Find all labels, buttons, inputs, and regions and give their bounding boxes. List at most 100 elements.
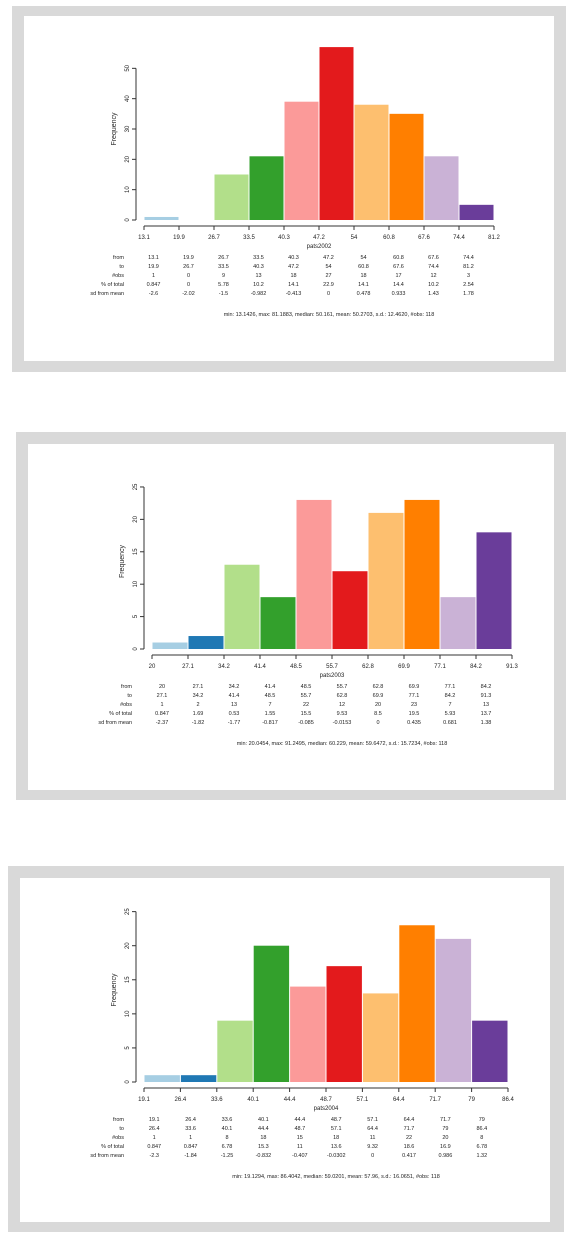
table-cell: 71.7 bbox=[440, 1117, 451, 1123]
y-tick-label: 20 bbox=[133, 515, 139, 522]
table-cell: 0 bbox=[371, 1153, 374, 1159]
histogram-bar bbox=[144, 1075, 180, 1082]
y-axis-label: Frequency bbox=[119, 544, 126, 578]
table-cell: 8 bbox=[480, 1135, 483, 1141]
table-cell: 1.38 bbox=[481, 720, 492, 726]
table-cell: -0.817 bbox=[262, 720, 278, 726]
table-cell: 15.3 bbox=[258, 1144, 269, 1150]
x-tick-label: 64.4 bbox=[393, 1097, 405, 1103]
table-cell: 0.435 bbox=[407, 720, 421, 726]
table-row-label: from bbox=[121, 684, 132, 690]
histogram-bar bbox=[476, 532, 512, 649]
table-cell: -2.6 bbox=[149, 291, 158, 297]
x-tick-label: 71.7 bbox=[429, 1097, 441, 1103]
chart-panel-2: 0 5 10 15 20 25 Frequency 20 27.1 34.2 41.4 48.5 55.… bbox=[16, 432, 566, 800]
table-cell: 15.5 bbox=[301, 711, 312, 717]
table-cell: 7 bbox=[268, 702, 271, 708]
table-cell: -0.0302 bbox=[327, 1153, 346, 1159]
table-cell: 79 bbox=[479, 1117, 485, 1123]
table-cell: 86.4 bbox=[476, 1126, 487, 1132]
table-row-label: to bbox=[119, 264, 124, 270]
table-cell: 19.5 bbox=[409, 711, 420, 717]
table-cell: 44.4 bbox=[258, 1126, 269, 1132]
table-cell: 0.53 bbox=[229, 711, 240, 717]
table-cell: 22.9 bbox=[323, 282, 334, 288]
table-cell: 6.78 bbox=[222, 1144, 233, 1150]
table-cell: 84.2 bbox=[481, 684, 492, 690]
table-row-label: sd from mean bbox=[98, 720, 132, 726]
table-cell: 0.847 bbox=[184, 1144, 198, 1150]
x-tick-label: 47.2 bbox=[313, 235, 325, 241]
table-cell: 1 bbox=[160, 702, 163, 708]
histogram-bar bbox=[319, 47, 354, 220]
table-cell: 1 bbox=[189, 1135, 192, 1141]
table-cell: 0.933 bbox=[392, 291, 406, 297]
histogram-bar bbox=[440, 597, 476, 649]
x-tick-label: 41.4 bbox=[254, 664, 266, 670]
table-cell: 33.5 bbox=[253, 255, 264, 261]
table-cell: 1 bbox=[153, 1135, 156, 1141]
table-cell: 47.2 bbox=[323, 255, 334, 261]
x-tick-label: 26.4 bbox=[175, 1097, 187, 1103]
y-tick-label: 0 bbox=[133, 647, 139, 651]
y-tick-label: 40 bbox=[125, 95, 131, 102]
table-cell: 57.1 bbox=[331, 1126, 342, 1132]
x-tick-label: 33.6 bbox=[211, 1097, 223, 1103]
table-cell: 67.6 bbox=[428, 255, 439, 261]
table-cell: 79 bbox=[442, 1126, 448, 1132]
table-cell: 5.93 bbox=[445, 711, 456, 717]
table-cell: 2 bbox=[196, 702, 199, 708]
x-axis-label: pats2002 bbox=[307, 244, 332, 250]
y-tick-label: 10 bbox=[125, 1010, 131, 1017]
table-row-label: from bbox=[113, 255, 124, 261]
table-cell: 9 bbox=[222, 273, 225, 279]
table-cell: 40.1 bbox=[258, 1117, 269, 1123]
histogram-bar bbox=[260, 597, 296, 649]
histogram-bar bbox=[144, 216, 179, 220]
table-cell: 91.3 bbox=[481, 693, 492, 699]
x-axis-label: pats2003 bbox=[320, 673, 345, 679]
table-row-label: from bbox=[113, 1117, 124, 1123]
table-cell: 20 bbox=[442, 1135, 448, 1141]
table-row-label: sd from mean bbox=[90, 1153, 124, 1159]
table-cell: 9.32 bbox=[367, 1144, 378, 1150]
table-cell: 47.2 bbox=[288, 264, 299, 270]
table-cell: 55.7 bbox=[337, 684, 348, 690]
table-cell: 0.417 bbox=[402, 1153, 416, 1159]
x-tick-label: 86.4 bbox=[502, 1097, 514, 1103]
table-cell: 40.3 bbox=[288, 255, 299, 261]
table-cell: 17 bbox=[395, 273, 401, 279]
table-cell: 11 bbox=[370, 1135, 376, 1141]
y-tick-label: 25 bbox=[125, 908, 131, 915]
table-cell: 18 bbox=[260, 1135, 266, 1141]
table-cell: 48.7 bbox=[331, 1117, 342, 1123]
x-tick-label: 69.9 bbox=[398, 664, 410, 670]
x-tick-label: 40.3 bbox=[278, 235, 290, 241]
table-cell: 0.847 bbox=[147, 1144, 161, 1150]
table-cell: 12 bbox=[430, 273, 436, 279]
table-cell: 1 bbox=[152, 273, 155, 279]
table-cell: 13 bbox=[483, 702, 489, 708]
x-tick-label: 91.3 bbox=[506, 664, 518, 670]
table-cell: 33.6 bbox=[222, 1117, 233, 1123]
table-cell: 0.478 bbox=[357, 291, 371, 297]
table-cell: 60.8 bbox=[393, 255, 404, 261]
table-cell: 19.9 bbox=[183, 255, 194, 261]
histogram-bar bbox=[224, 564, 260, 649]
x-tick-label: 48.5 bbox=[290, 664, 302, 670]
table-cell: 19.9 bbox=[148, 264, 159, 270]
table-cell: 84.2 bbox=[445, 693, 456, 699]
table-cell: 48.5 bbox=[301, 684, 312, 690]
histogram-bar bbox=[249, 156, 284, 220]
table-row-label: to bbox=[119, 1126, 124, 1132]
y-tick-label: 50 bbox=[125, 64, 131, 71]
table-row-label: % of total bbox=[109, 711, 132, 717]
table-cell: -1.25 bbox=[221, 1153, 234, 1159]
x-tick-label: 79 bbox=[468, 1097, 475, 1103]
x-tick-label: 74.4 bbox=[453, 235, 465, 241]
table-cell: 19.1 bbox=[149, 1117, 160, 1123]
histogram-bar bbox=[296, 499, 332, 649]
table-cell: 33.6 bbox=[185, 1126, 196, 1132]
table-cell: 26.7 bbox=[183, 264, 194, 270]
